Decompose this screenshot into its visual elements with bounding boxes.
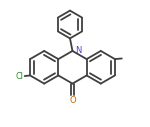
Text: Cl: Cl — [15, 72, 23, 81]
Text: N: N — [75, 46, 81, 55]
Text: O: O — [69, 96, 76, 105]
